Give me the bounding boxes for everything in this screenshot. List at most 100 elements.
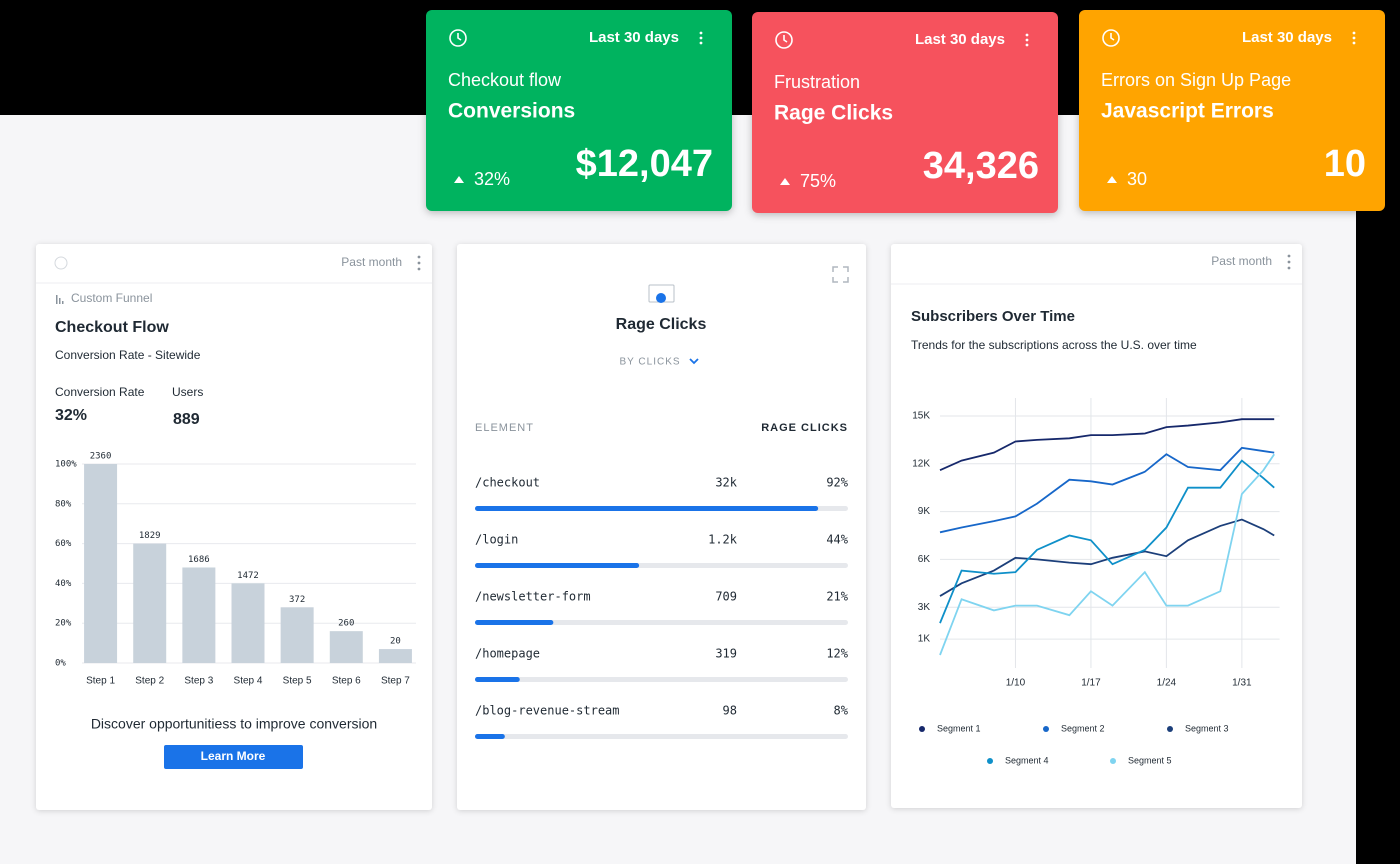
kpi-period: Last 30 days	[1242, 29, 1332, 46]
kpi-value: $12,047	[576, 143, 713, 185]
series-line	[939, 453, 1275, 656]
click-pct: 8%	[834, 704, 849, 718]
series-line	[939, 418, 1275, 471]
series-line	[939, 459, 1275, 624]
legend-dot	[1167, 726, 1173, 732]
kpi-title: Conversions	[448, 100, 575, 123]
bar-count: 1472	[237, 571, 259, 581]
legend-label: Segment 2	[1061, 723, 1105, 733]
series-line	[939, 446, 1275, 534]
series-line	[939, 518, 1275, 597]
x-tick-label: 1/17	[1081, 678, 1101, 689]
click-pct: 21%	[826, 590, 848, 604]
legend-label: Segment 4	[1005, 755, 1049, 765]
y-tick-label: 40%	[55, 579, 72, 589]
x-tick-label: Step 2	[135, 676, 164, 687]
kpi-category: Errors on Sign Up Page	[1101, 70, 1291, 90]
click-count: 1.2k	[708, 533, 738, 547]
column-header: RAGE CLICKS	[761, 422, 848, 434]
x-tick-label: Step 6	[332, 676, 361, 687]
bar-count: 1686	[188, 555, 210, 565]
kpi-period: Last 30 days	[915, 31, 1005, 48]
stat-label: Users	[172, 385, 203, 399]
learn-more-button[interactable]	[164, 745, 303, 769]
menu-dots[interactable]	[1287, 254, 1291, 270]
bar	[133, 543, 167, 663]
bar	[475, 620, 554, 625]
legend-dot	[919, 726, 925, 732]
kpi-title: Rage Clicks	[774, 102, 893, 125]
kpi-change: 30	[1127, 169, 1147, 189]
chart-subtitle: Trends for the subscriptions across the …	[911, 338, 1197, 352]
bar	[84, 464, 118, 663]
y-tick-label: 15K	[912, 411, 930, 422]
period: Past month	[1211, 254, 1272, 268]
bar-count: 260	[338, 619, 354, 629]
clock-icon	[54, 256, 68, 270]
sort-label[interactable]: BY CLICKS	[619, 357, 680, 368]
menu-dot[interactable]	[1025, 38, 1029, 42]
menu-dot[interactable]	[1025, 33, 1029, 37]
menu-dot[interactable]	[1352, 36, 1356, 40]
subscribers-card	[891, 244, 1302, 808]
bar-count: 2360	[90, 452, 112, 462]
chevron[interactable]	[689, 358, 699, 365]
bar	[475, 734, 505, 739]
rage-title: Rage Clicks	[616, 316, 707, 333]
y-tick-label: 60%	[55, 539, 72, 549]
expand-icon[interactable]	[832, 266, 849, 283]
kpi-category: Checkout flow	[448, 70, 562, 90]
change-arrow	[454, 176, 464, 183]
menu-dot[interactable]	[1025, 43, 1029, 47]
y-tick-label: 20%	[55, 619, 72, 629]
bar	[231, 583, 265, 663]
clock-icon	[1102, 29, 1120, 47]
click-pct: 92%	[826, 476, 848, 490]
button-label[interactable]: Learn More	[201, 749, 266, 763]
legend-label: Segment 5	[1128, 755, 1172, 765]
menu-dot[interactable]	[1352, 31, 1356, 35]
menu-dot[interactable]	[699, 36, 703, 40]
click-count: 98	[723, 704, 737, 718]
x-tick-label: 1/10	[1006, 678, 1026, 689]
legend-label: Segment 3	[1185, 723, 1229, 733]
legend-dot	[987, 758, 993, 764]
kpi-title: Javascript Errors	[1101, 100, 1274, 123]
kpi-category: Frustration	[774, 72, 860, 92]
period: Past month	[341, 255, 402, 269]
stat-label: Conversion Rate	[55, 385, 145, 399]
bar-count: 1829	[139, 531, 161, 541]
clock-icon	[449, 29, 467, 47]
kpi-card	[752, 12, 1058, 213]
x-tick-label: 1/24	[1157, 678, 1177, 689]
kpi-value: 10	[1324, 143, 1366, 185]
column-header: ELEMENT	[475, 422, 534, 434]
click-count: 709	[715, 590, 737, 604]
funnel-subtitle: Conversion Rate - Sitewide	[55, 348, 201, 362]
x-tick-label: Step 5	[283, 676, 312, 687]
y-tick-label: 0%	[55, 659, 66, 669]
y-tick-label: 100%	[55, 460, 77, 470]
clock-hands	[457, 33, 462, 41]
x-tick-label: Step 1	[86, 676, 115, 687]
legend-label: Segment 1	[937, 723, 981, 733]
bar	[475, 677, 520, 682]
menu-dots[interactable]	[417, 255, 421, 271]
kpi-change: 32%	[474, 169, 510, 189]
kpi-period: Last 30 days	[589, 29, 679, 46]
click-count: 319	[715, 647, 737, 661]
y-tick-label: 9K	[918, 506, 931, 517]
bar	[475, 563, 640, 568]
y-tick-label: 12K	[912, 458, 930, 469]
kpi-value: 34,326	[923, 145, 1039, 187]
menu-dot[interactable]	[699, 31, 703, 35]
menu-dot[interactable]	[699, 41, 703, 45]
click-pct: 12%	[826, 647, 848, 661]
y-tick-label: 6K	[918, 554, 931, 565]
y-tick-label: 3K	[918, 602, 931, 613]
x-tick-label: Step 3	[184, 676, 213, 687]
element-path: /checkout	[475, 476, 540, 490]
kpi-card	[1079, 10, 1385, 211]
menu-dot[interactable]	[1352, 41, 1356, 45]
